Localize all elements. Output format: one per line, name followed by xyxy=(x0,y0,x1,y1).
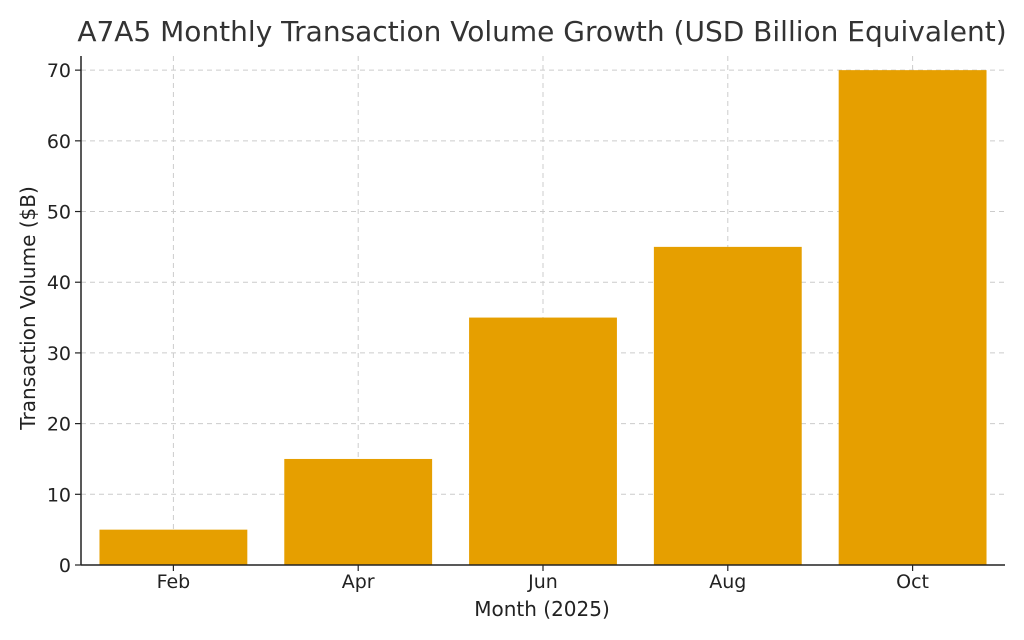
bar-feb xyxy=(99,529,248,565)
bars xyxy=(99,70,987,565)
y-tick-label: 30 xyxy=(47,343,71,365)
chart-title: A7A5 Monthly Transaction Volume Growth (… xyxy=(77,15,1006,48)
x-tick-label: Jun xyxy=(527,571,558,593)
y-tick-label: 70 xyxy=(47,60,71,82)
bar-apr xyxy=(284,458,433,565)
y-tick-label: 0 xyxy=(59,555,71,577)
y-axis-label: Transaction Volume ($B) xyxy=(16,186,40,431)
y-tick-label: 20 xyxy=(47,414,71,436)
x-tick-label: Aug xyxy=(709,571,746,593)
bar-aug xyxy=(653,246,802,565)
x-tick-label: Feb xyxy=(157,571,191,593)
bar-jun xyxy=(469,317,617,565)
x-tick-label: Oct xyxy=(896,571,929,593)
y-tick-label: 40 xyxy=(47,272,71,294)
y-tick-label: 60 xyxy=(47,131,71,153)
y-ticks: 0 10 20 30 40 50 60 70 xyxy=(47,60,81,577)
x-tick-label: Apr xyxy=(342,571,375,593)
x-axis-label: Month (2025) xyxy=(474,597,610,621)
y-tick-label: 10 xyxy=(47,484,71,506)
x-ticks: Feb Apr Jun Aug Oct xyxy=(157,565,929,593)
bar-oct xyxy=(838,70,987,565)
y-tick-label: 50 xyxy=(47,202,71,224)
